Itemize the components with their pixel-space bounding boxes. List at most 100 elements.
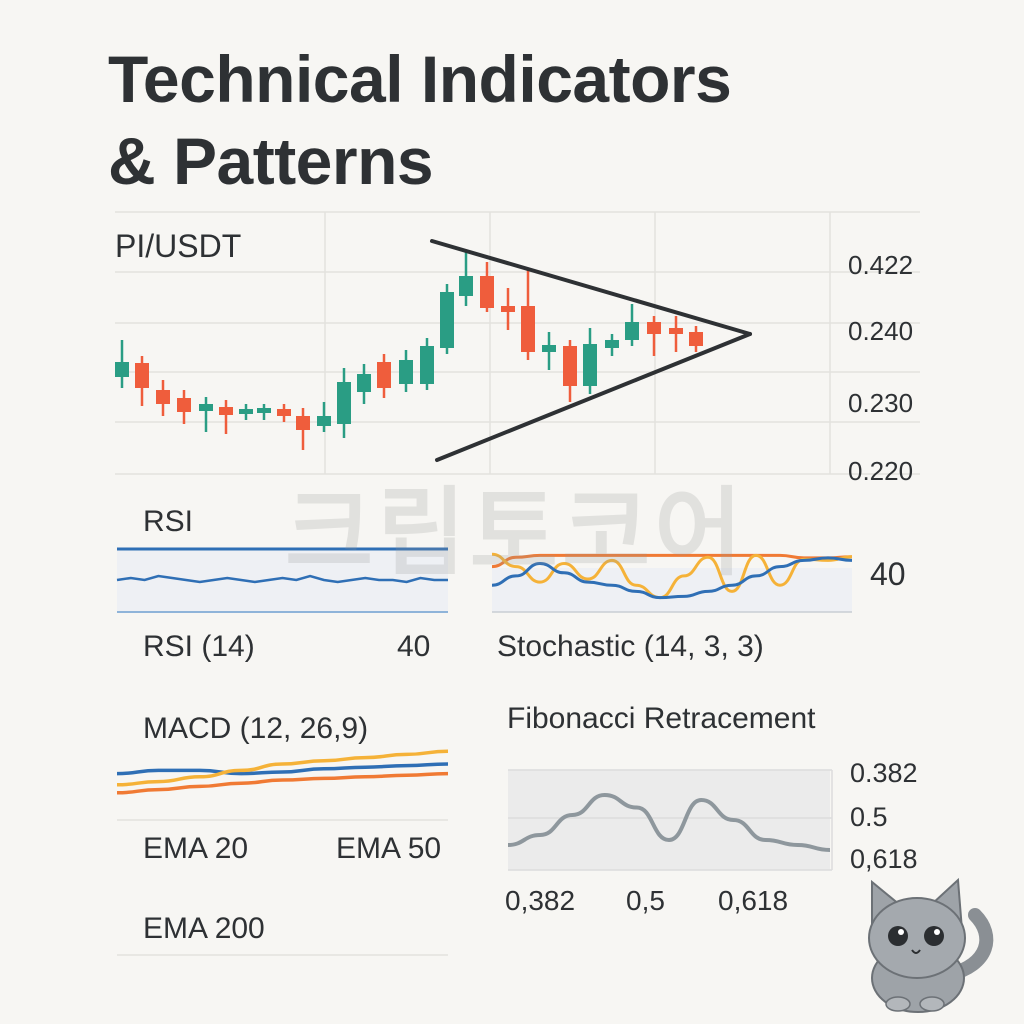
fibonacci-title: Fibonacci Retracement: [507, 702, 816, 735]
ema-200-line: [116, 771, 449, 795]
fib-band: [508, 770, 830, 870]
candle-body: [296, 416, 310, 430]
candle-body: [219, 407, 233, 415]
cat-paw: [919, 996, 945, 1012]
candle: [480, 262, 494, 312]
candle-body: [459, 276, 473, 296]
stochastic-title: Stochastic (14, 3, 3): [497, 630, 764, 663]
candle: [605, 334, 619, 356]
candle: [521, 270, 535, 360]
cat-eye-left: [888, 926, 908, 946]
watermark-text: 크립토코어: [285, 477, 747, 589]
fib-x-tick: 0,5: [626, 885, 665, 916]
stochastic-orange-line: [491, 553, 853, 569]
candle-body: [377, 362, 391, 388]
price-tick-label: 0.422: [848, 250, 914, 280]
stochastic-panel: [491, 552, 853, 613]
rsi-line: [116, 574, 448, 584]
candle: [337, 368, 351, 438]
ema-50-line: [116, 749, 449, 787]
candle-body: [317, 416, 331, 426]
candle: [669, 316, 683, 352]
cat-mascot-icon: [868, 877, 994, 1013]
pair-label: PI/USDT: [115, 228, 242, 264]
candle: [647, 316, 661, 356]
price-tick-label: 0.230: [848, 388, 914, 418]
rsi-title: RSI: [143, 505, 194, 538]
legend-ema-50: EMA 50: [336, 832, 442, 865]
candle-body: [669, 328, 683, 334]
cat-eye-shine: [898, 929, 904, 935]
candle-body: [199, 404, 213, 411]
candle-body: [521, 306, 535, 352]
price-tick-label: 0.220: [848, 456, 914, 486]
cat-eye-shine: [934, 929, 940, 935]
candle: [583, 328, 597, 394]
candle: [501, 288, 515, 330]
candlestick-series: [115, 252, 703, 450]
stochastic-blue-line: [491, 556, 853, 600]
macd-title: MACD (12, 26,9): [143, 712, 369, 745]
candle: [625, 304, 639, 346]
candle-body: [156, 390, 170, 404]
candle: [440, 284, 454, 354]
candle: [135, 356, 149, 406]
price-tick-label: 0.240: [848, 316, 914, 346]
fib-x-tick: 0,382: [505, 885, 576, 916]
candle: [277, 404, 291, 422]
rsi-footer-value: 40: [397, 630, 431, 663]
cat-head: [868, 897, 966, 979]
candle-body: [337, 382, 351, 424]
candle: [377, 354, 391, 398]
candle-body: [605, 340, 619, 348]
candle: [239, 404, 253, 420]
fib-y-tick: 0.382: [850, 758, 918, 788]
candle-body: [277, 409, 291, 416]
candle: [357, 364, 371, 404]
candle-body: [135, 363, 149, 388]
legend-ema-200: EMA 200: [143, 912, 265, 945]
cat-paw: [885, 996, 911, 1012]
stochastic-yellow-line: [491, 552, 853, 600]
candle-body: [542, 345, 556, 352]
candle: [420, 338, 434, 390]
candle: [399, 350, 413, 392]
candle: [156, 380, 170, 416]
candle-body: [440, 292, 454, 348]
fib-x-tick: 0,618: [718, 885, 789, 916]
candle: [177, 390, 191, 424]
fibonacci-panel: [507, 769, 833, 871]
candle-body: [357, 374, 371, 392]
candle: [563, 340, 577, 402]
candle-body: [689, 332, 703, 346]
cat-mouth: [911, 949, 921, 954]
candle-body: [420, 346, 434, 384]
candle: [459, 252, 473, 306]
rsi-panel: [116, 547, 448, 613]
candle-body: [399, 360, 413, 384]
candle-body: [177, 398, 191, 412]
macd-panel: [116, 749, 449, 956]
candle-body: [115, 362, 129, 377]
candle-body: [480, 276, 494, 308]
page-title: Technical Indicators & Patterns: [108, 38, 732, 202]
candle: [199, 397, 213, 432]
triangle-upper-line: [430, 239, 752, 336]
candle-body: [257, 408, 271, 413]
candle: [257, 404, 271, 420]
candle: [317, 402, 331, 432]
candle-body: [501, 306, 515, 312]
cat-eye-right: [924, 926, 944, 946]
fib-y-tick: 0.5: [850, 802, 888, 832]
candle: [115, 340, 129, 388]
candle: [296, 408, 310, 450]
title-line-2: & Patterns: [108, 124, 434, 198]
title-line-1: Technical Indicators: [108, 42, 732, 116]
legend-ema-20: EMA 20: [143, 832, 249, 865]
candle-body: [625, 322, 639, 340]
candle: [542, 332, 556, 370]
fib-price-line: [507, 792, 831, 852]
triangle-pattern: [430, 239, 752, 462]
ema-20-line: [116, 762, 449, 776]
